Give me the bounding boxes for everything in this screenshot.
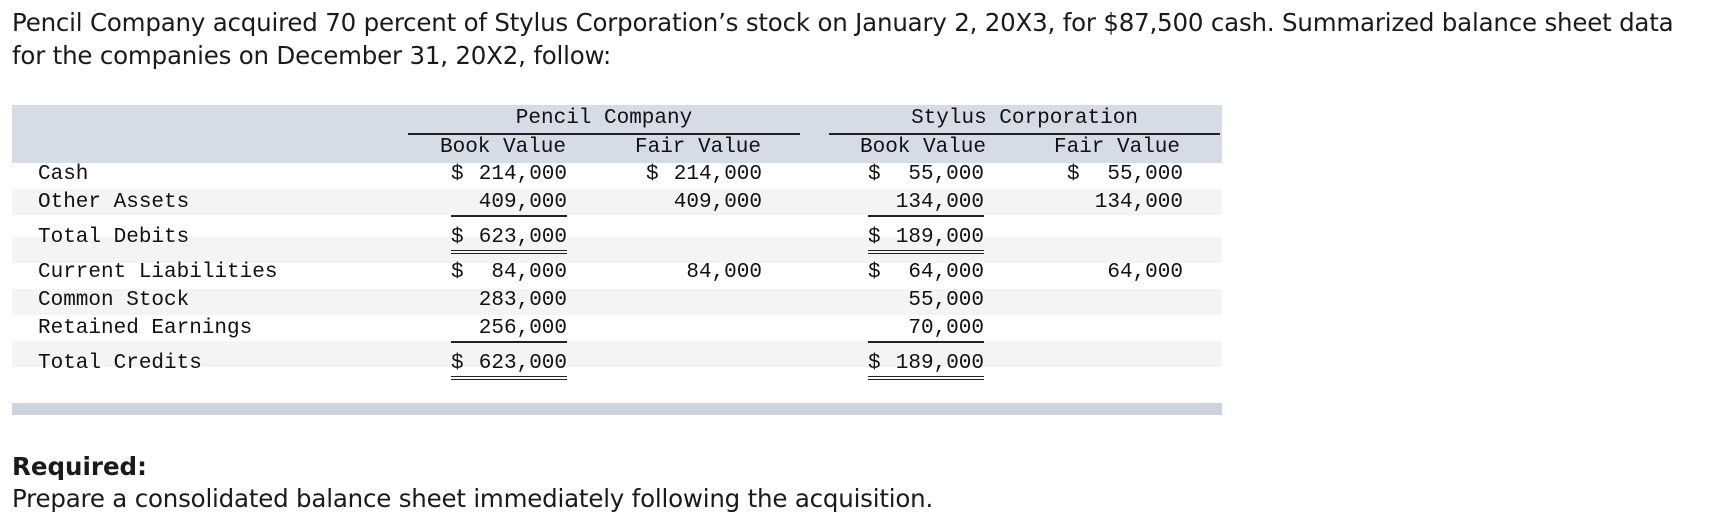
- cell-total-credits-stylus-book: $ 189,000: [868, 352, 984, 380]
- amount: 134,000: [1094, 191, 1183, 214]
- table-footer-band: [12, 403, 1222, 415]
- balance-sheet-table: Pencil Company Stylus Corporation Book V…: [12, 105, 1222, 415]
- amount: 64,000: [908, 261, 984, 284]
- row-label-other-assets: Other Assets: [38, 191, 190, 214]
- cell-current-liabilities-pencil-book: $ 84,000: [451, 261, 567, 285]
- amount: 409,000: [478, 191, 567, 214]
- dollar-sign: $: [1067, 163, 1080, 186]
- cell-retained-earnings-stylus-book: 70,000: [868, 317, 984, 343]
- amount: 134,000: [895, 191, 984, 214]
- cell-other-assets-pencil-book: 409,000: [451, 191, 567, 217]
- row-label-total-debits: Total Debits: [38, 226, 190, 249]
- amount: 84,000: [686, 261, 762, 284]
- cell-current-liabilities-stylus-fair: 64,000: [1067, 261, 1183, 285]
- col-header-pencil-fair: Fair Value: [634, 136, 762, 159]
- required-instructions: Prepare a consolidated balance sheet imm…: [12, 484, 934, 513]
- dollar-sign: $: [868, 352, 881, 375]
- cell-total-debits-stylus-book: $ 189,000: [868, 226, 984, 254]
- dollar-sign: $: [868, 261, 881, 284]
- amount: 189,000: [895, 352, 984, 375]
- cell-common-stock-pencil-book: 283,000: [451, 289, 567, 313]
- amount: 283,000: [478, 289, 567, 312]
- amount: 256,000: [478, 317, 567, 340]
- row-label-current-liabilities: Current Liabilities: [38, 261, 278, 284]
- amount: 214,000: [478, 163, 567, 186]
- dollar-sign: $: [646, 163, 659, 186]
- col-header-pencil-book: Book Value: [439, 136, 567, 159]
- dollar-sign: $: [451, 261, 464, 284]
- row-stripe: [12, 237, 1222, 263]
- cell-cash-pencil-fair: $ 214,000: [646, 163, 762, 187]
- row-stripe: [12, 289, 1222, 315]
- col-header-stylus-book: Book Value: [859, 136, 987, 159]
- cell-current-liabilities-pencil-fair: 84,000: [646, 261, 762, 285]
- required-heading: Required:: [12, 452, 147, 481]
- amount: 189,000: [895, 226, 984, 249]
- amount: 623,000: [478, 226, 567, 249]
- amount: 55,000: [908, 289, 984, 312]
- dollar-sign: $: [868, 226, 881, 249]
- row-stripe: [12, 341, 1222, 367]
- amount: 84,000: [491, 261, 567, 284]
- cell-cash-stylus-book: $ 55,000: [868, 163, 984, 187]
- row-label-cash: Cash: [38, 163, 89, 186]
- group-title-stylus: Stylus Corporation: [829, 107, 1220, 135]
- dollar-sign: $: [451, 163, 464, 186]
- amount: 409,000: [673, 191, 762, 214]
- amount: 55,000: [908, 163, 984, 186]
- amount: 70,000: [908, 317, 984, 340]
- cell-retained-earnings-pencil-book: 256,000: [451, 317, 567, 343]
- cell-total-debits-pencil-book: $ 623,000: [451, 226, 567, 254]
- amount: 623,000: [478, 352, 567, 375]
- cell-current-liabilities-stylus-book: $ 64,000: [868, 261, 984, 285]
- cell-cash-stylus-fair: $ 55,000: [1067, 163, 1183, 187]
- cell-other-assets-stylus-book: 134,000: [868, 191, 984, 217]
- row-label-common-stock: Common Stock: [38, 289, 190, 312]
- cell-other-assets-pencil-fair: 409,000: [646, 191, 762, 215]
- cell-cash-pencil-book: $ 214,000: [451, 163, 567, 187]
- problem-intro: Pencil Company acquired 70 percent of St…: [12, 8, 1674, 70]
- cell-total-credits-pencil-book: $ 623,000: [451, 352, 567, 380]
- group-title-pencil: Pencil Company: [408, 107, 800, 135]
- dollar-sign: $: [868, 163, 881, 186]
- row-label-total-credits: Total Credits: [38, 352, 202, 375]
- amount: 214,000: [673, 163, 762, 186]
- dollar-sign: $: [451, 226, 464, 249]
- amount: 55,000: [1107, 163, 1183, 186]
- amount: 64,000: [1107, 261, 1183, 284]
- row-label-retained-earnings: Retained Earnings: [38, 317, 253, 340]
- dollar-sign: $: [451, 352, 464, 375]
- row-stripe: [12, 189, 1222, 215]
- cell-common-stock-stylus-book: 55,000: [868, 289, 984, 313]
- col-header-stylus-fair: Fair Value: [1053, 136, 1181, 159]
- cell-other-assets-stylus-fair: 134,000: [1067, 191, 1183, 215]
